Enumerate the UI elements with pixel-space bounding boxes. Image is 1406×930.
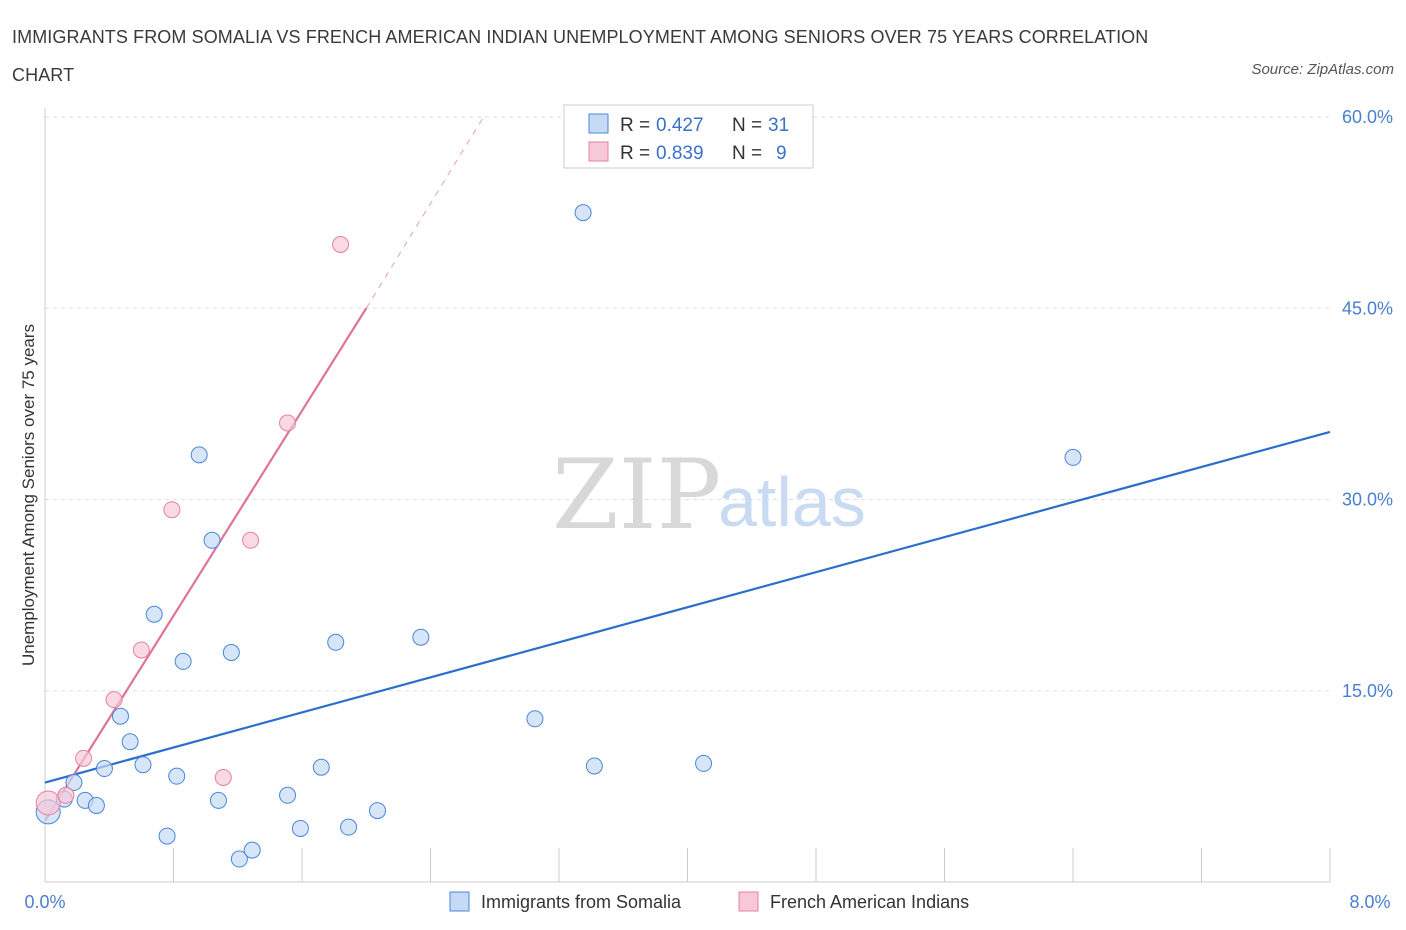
point-somalia bbox=[368, 802, 386, 820]
bottom-legend-label-french: French American Indians bbox=[770, 892, 969, 912]
bottom-legend-swatch-french bbox=[738, 891, 759, 912]
point-somalia bbox=[95, 760, 113, 778]
point-somalia bbox=[243, 841, 261, 859]
point-somalia bbox=[412, 628, 430, 646]
legend-swatch-french bbox=[588, 141, 609, 162]
x-tick-label-min: 0.0% bbox=[24, 892, 65, 912]
point-somalia bbox=[203, 531, 221, 549]
point-somalia bbox=[279, 786, 297, 804]
point-somalia bbox=[574, 204, 592, 222]
legend-n-value-somalia: 31 bbox=[768, 115, 789, 136]
point-somalia bbox=[291, 819, 309, 837]
point-french bbox=[214, 768, 232, 786]
watermark: ZIP atlas bbox=[552, 439, 866, 551]
source-label: Source: ZipAtlas.com bbox=[1251, 61, 1394, 78]
point-somalia bbox=[168, 767, 186, 785]
watermark-zip: ZIP bbox=[552, 439, 721, 551]
legend-r-value-somalia: 0.427 bbox=[656, 115, 704, 136]
stats-legend: R = 0.427 N = 31 R = 0.839 N = 9 bbox=[563, 104, 814, 169]
point-somalia bbox=[87, 797, 105, 814]
point-somalia bbox=[190, 446, 208, 464]
point-somalia bbox=[585, 757, 603, 775]
legend-r-label-french: R = bbox=[620, 143, 650, 164]
point-somalia bbox=[230, 850, 248, 868]
chart-title: IMMIGRANTS FROM SOMALIA VS FRENCH AMERIC… bbox=[12, 27, 1149, 85]
y-tick-label: 15.0% bbox=[1342, 681, 1393, 701]
point-somalia bbox=[312, 758, 330, 776]
legend-n-value-french: 9 bbox=[776, 143, 787, 164]
legend-n-label-french: N = bbox=[732, 143, 762, 164]
data-points bbox=[35, 204, 1082, 868]
grid-lines bbox=[45, 116, 1330, 692]
trend-line-french-extension bbox=[365, 116, 484, 309]
bottom-legend-label-somalia: Immigrants from Somalia bbox=[481, 892, 682, 912]
legend-n-label-somalia: N = bbox=[732, 115, 762, 136]
point-somalia bbox=[174, 652, 192, 670]
trend-lines bbox=[44, 116, 1331, 822]
point-french bbox=[35, 790, 61, 816]
point-somalia bbox=[695, 754, 713, 772]
point-somalia bbox=[327, 633, 345, 651]
point-french bbox=[279, 414, 297, 432]
point-somalia bbox=[526, 710, 544, 728]
y-tick-labels: 15.0% 30.0% 45.0% 60.0% bbox=[1342, 107, 1393, 701]
point-somalia bbox=[134, 756, 152, 774]
point-french bbox=[242, 531, 260, 549]
series-legend: Immigrants from Somalia French American … bbox=[449, 891, 969, 912]
point-french bbox=[132, 641, 150, 659]
point-somalia bbox=[65, 774, 83, 792]
legend-swatch-somalia bbox=[588, 113, 609, 134]
point-somalia bbox=[111, 707, 129, 725]
legend-r-label-somalia: R = bbox=[620, 115, 650, 136]
point-french bbox=[57, 786, 75, 804]
point-french bbox=[332, 236, 350, 253]
point-somalia bbox=[222, 644, 240, 661]
x-tick-label-max: 8.0% bbox=[1349, 892, 1390, 912]
y-axis-title: Unemployment Among Seniors over 75 years bbox=[19, 324, 38, 666]
point-french bbox=[163, 501, 181, 519]
watermark-atlas: atlas bbox=[718, 463, 866, 541]
point-somalia bbox=[121, 733, 139, 751]
point-somalia bbox=[145, 605, 163, 623]
point-french bbox=[75, 749, 93, 767]
point-somalia bbox=[209, 791, 227, 809]
y-tick-label: 60.0% bbox=[1342, 107, 1393, 127]
legend-r-value-french: 0.839 bbox=[656, 143, 704, 164]
point-somalia bbox=[1064, 448, 1082, 466]
x-ticks bbox=[173, 848, 1331, 882]
point-somalia bbox=[158, 827, 176, 845]
trend-line-french bbox=[44, 307, 368, 822]
y-tick-label: 45.0% bbox=[1342, 298, 1393, 318]
bottom-legend-swatch-somalia bbox=[449, 891, 470, 912]
point-french bbox=[105, 691, 123, 709]
y-tick-label: 30.0% bbox=[1342, 490, 1393, 510]
point-somalia bbox=[340, 818, 358, 836]
trend-line-somalia bbox=[44, 430, 1331, 784]
